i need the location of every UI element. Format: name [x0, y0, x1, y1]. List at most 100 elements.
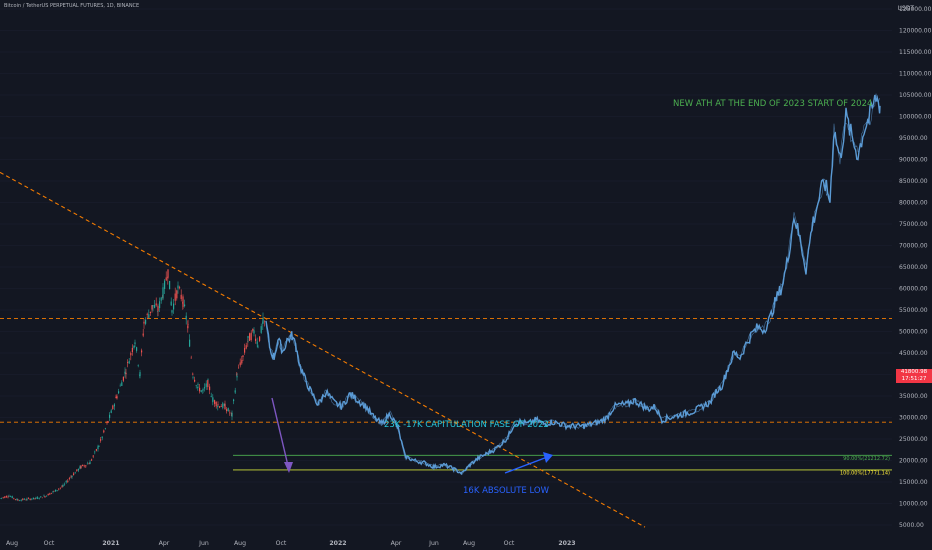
price-tick-label: 80000.00	[899, 200, 928, 207]
candle-body	[177, 285, 179, 289]
candle-body	[159, 301, 161, 309]
candle-body	[239, 362, 241, 366]
time-axis[interactable]: Aug Oct 2021 Apr Jun Aug Oct 2022 Apr Jun Aug Oct 20…	[6, 540, 576, 547]
candle-body	[13, 497, 15, 499]
candle-body	[197, 386, 199, 389]
candle-body	[101, 436, 103, 439]
candle-body	[5, 496, 7, 498]
candle-body	[7, 496, 9, 498]
candle-body	[143, 321, 145, 324]
candle-body	[26, 498, 28, 500]
candle-body	[145, 319, 147, 324]
purple-arrow-head	[284, 462, 293, 473]
candle-body	[20, 499, 22, 501]
candle-body	[80, 465, 82, 469]
candle-body	[142, 333, 144, 336]
candle-body	[35, 497, 37, 499]
current-price-value: 41800.98	[900, 369, 928, 375]
price-tick-label: 55000.00	[899, 307, 928, 314]
candle-body	[260, 326, 262, 333]
candle-body	[104, 428, 106, 429]
candle-body	[170, 301, 172, 306]
candle-body	[67, 480, 69, 482]
price-tick-label: 120000.00	[899, 28, 932, 35]
candle-body	[200, 390, 202, 392]
price-tick-label: 115000.00	[899, 49, 932, 56]
candle-body	[79, 466, 81, 469]
candle-body	[160, 297, 162, 301]
candle-body	[88, 463, 90, 465]
candle-body	[29, 498, 31, 500]
candle-body	[227, 408, 229, 412]
candle-body	[249, 333, 251, 341]
time-tick-label: Jun	[428, 540, 439, 547]
candle-body	[259, 336, 261, 341]
candle-body	[184, 304, 186, 307]
candle-body	[180, 294, 182, 300]
price-tick-label: 125000.00	[899, 6, 932, 13]
price-tick-label: 15000.00	[899, 479, 928, 486]
candle-body	[155, 303, 157, 306]
price-tick-label: 60000.00	[899, 286, 928, 293]
candle-body	[169, 280, 171, 290]
candle-body	[245, 345, 247, 349]
ath-annotation: NEW ATH AT THE END OF 2023 START OF 2024	[673, 99, 872, 109]
candle-body	[217, 405, 219, 407]
candle-body	[109, 414, 111, 418]
candle-body	[34, 498, 36, 499]
blue-up-arrow	[504, 455, 551, 474]
downtrend-line[interactable]	[0, 171, 646, 528]
candle-body	[247, 336, 249, 338]
price-tick-label: 105000.00	[899, 92, 932, 99]
fib-level-labels: 90.00%(21212.72) 100.00%(17771.14)	[840, 456, 890, 477]
candle-body	[32, 497, 34, 500]
candle-body	[134, 342, 136, 345]
time-tick-label: Aug	[6, 540, 18, 547]
price-axis[interactable]: 125000.00 120000.00 115000.00 110000.00 1050…	[899, 6, 932, 529]
candle-body	[128, 361, 130, 364]
time-tick-label: Aug	[463, 540, 475, 547]
candle-body	[71, 475, 73, 477]
price-tick-label: 110000.00	[899, 71, 932, 78]
price-tick-label: 90000.00	[899, 157, 928, 164]
candle-body	[152, 305, 154, 307]
candle-countdown: 17:51:27	[901, 376, 927, 382]
candle-body	[73, 473, 75, 476]
fib-level-label: 90.00%(21212.72)	[843, 456, 890, 462]
candle-body	[23, 498, 25, 500]
candle-body	[215, 401, 217, 407]
candle-body	[204, 387, 206, 389]
candle-body	[154, 304, 156, 308]
candle-body	[64, 483, 66, 485]
candle-body	[212, 400, 214, 401]
candle-body	[85, 465, 87, 467]
candle-body	[257, 346, 259, 348]
candle-body	[179, 287, 181, 289]
candle-body	[62, 485, 64, 487]
candle-body	[37, 497, 39, 499]
time-tick-label: Aug	[234, 540, 246, 547]
candle-body	[173, 303, 175, 310]
candle-body	[133, 345, 135, 348]
candle-body	[2, 497, 4, 498]
candle-body	[226, 409, 228, 412]
candle-body	[220, 406, 222, 408]
price-tick-label: 95000.00	[899, 135, 928, 142]
price-tick-label: 25000.00	[899, 436, 928, 443]
candle-body	[1, 497, 3, 499]
candle-body	[47, 493, 49, 496]
price-tick-label: 85000.00	[899, 178, 928, 185]
candle-body	[116, 396, 118, 399]
candle-body	[199, 387, 201, 392]
candle-body	[252, 328, 254, 331]
candle-body	[59, 487, 61, 489]
candle-body	[127, 362, 129, 363]
price-tick-label: 70000.00	[899, 243, 928, 250]
candle-body	[94, 451, 96, 453]
candle-body	[107, 421, 109, 423]
current-price-tag: 41800.98 17:51:27	[896, 369, 932, 383]
candle-body	[46, 495, 48, 497]
candle-body	[137, 365, 139, 366]
price-tick-label: 10000.00	[899, 501, 928, 508]
